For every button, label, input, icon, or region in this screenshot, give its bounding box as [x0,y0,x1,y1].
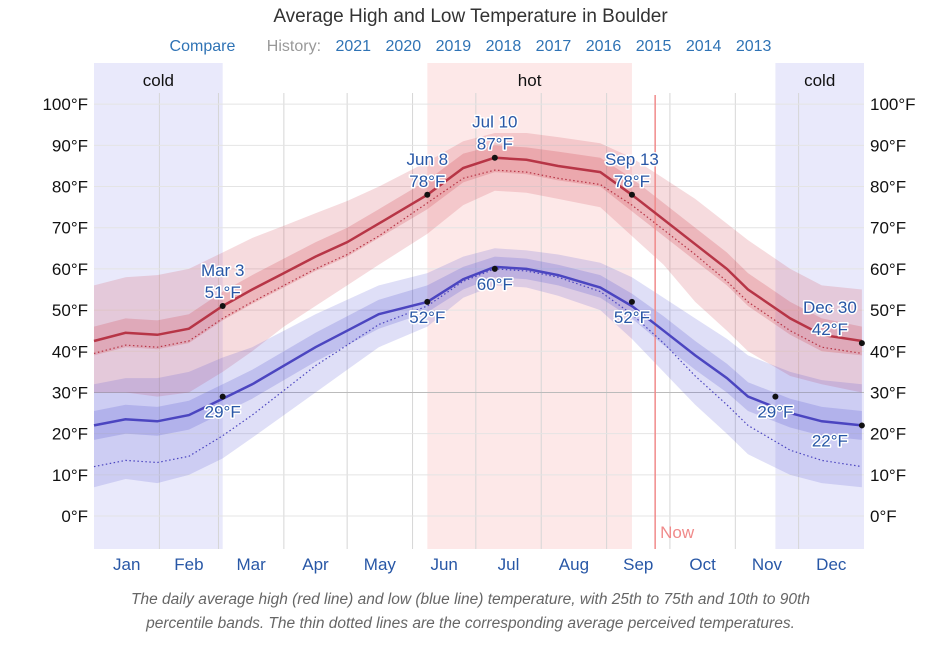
low-annotation-value: 60°F [477,275,513,294]
y-tick-label-left: 60°F [52,260,88,279]
high-annotation-point [491,154,498,161]
y-tick-label-left: 50°F [52,301,88,320]
low-annotation-point [772,393,779,400]
season-band-hot [427,63,632,549]
month-label: Dec [816,555,847,574]
month-label: Mar [237,555,267,574]
chart-title: Average High and Low Temperature in Boul… [273,6,668,27]
y-tick-label-right: 30°F [870,383,906,402]
y-tick-label-left: 40°F [52,342,88,361]
month-label: Sep [623,555,653,574]
season-label-cold: cold [143,71,174,90]
history-label: History: [266,38,322,55]
y-tick-label-right: 20°F [870,425,906,444]
y-tick-label-left: 100°F [42,95,88,114]
month-label: Nov [752,555,783,574]
year-link-2017[interactable]: 2017 [535,38,572,55]
chart-caption: The daily average high (red line) and lo… [0,588,941,636]
season-band-cold [94,63,223,549]
year-link-2019[interactable]: 2019 [435,38,472,55]
year-link-2018[interactable]: 2018 [485,38,522,55]
high-annotation-value: 51°F [205,283,241,302]
year-link-2021[interactable]: 2021 [335,38,372,55]
month-label: Aug [559,555,589,574]
high-annotation-point [858,340,865,347]
y-tick-label-right: 50°F [870,301,906,320]
y-tick-label-right: 80°F [870,178,906,197]
high-band-25-75 [94,145,862,356]
year-link-2013[interactable]: 2013 [735,38,772,55]
y-tick-label-right: 90°F [870,136,906,155]
high-feels-line [93,169,862,354]
month-label: Apr [302,555,329,574]
month-label: Jul [498,555,520,574]
low-annotation-value: 52°F [409,308,445,327]
high-annotation-value: 42°F [812,320,848,339]
y-tick-label-left: 90°F [52,136,88,155]
year-link-2014[interactable]: 2014 [685,38,722,55]
low-annotation-value: 29°F [205,403,241,422]
caption-line-2: percentile bands. The thin dotted lines … [146,615,795,632]
high-line [93,156,863,343]
year-link-2016[interactable]: 2016 [585,38,622,55]
low-band-10-90 [94,248,862,488]
y-tick-label-right: 40°F [870,342,906,361]
caption-line-1: The daily average high (red line) and lo… [131,591,810,608]
month-label: Jan [113,555,140,574]
month-label: May [364,555,397,574]
high-annotation-value: 78°F [409,172,445,191]
y-tick-label-left: 80°F [52,178,88,197]
low-annotation-point [858,422,865,429]
low-band-25-75 [94,256,862,440]
y-tick-label-right: 60°F [870,260,906,279]
y-tick-label-left: 30°F [52,383,88,402]
y-tick-label-left: 20°F [52,425,88,444]
low-annotation-point [219,393,226,400]
low-annotation-point [628,298,635,305]
month-label: Jun [430,555,457,574]
season-band-cold [775,63,864,549]
low-line [93,265,863,427]
y-tick-label-right: 70°F [870,219,906,238]
season-label-hot: hot [518,71,542,90]
season-label-cold: cold [804,71,835,90]
low-annotation-value: 22°F [812,431,848,450]
y-tick-label-left: 10°F [52,466,88,485]
low-annotation-point [491,265,498,272]
temperature-chart: cold hot cold 0°F 0°F 10°F 10°F 20°F 20°F 30°F 30°… [42,63,916,574]
high-annotation-point [424,191,431,198]
month-label: Feb [174,555,203,574]
low-annotation-value: 52°F [614,308,650,327]
history-nav: Compare History: 2021 2020 2019 2018 201… [0,38,941,56]
high-annotation-date: Dec 30 [803,298,857,317]
y-tick-label-right: 0°F [870,507,897,526]
low-annotation-point [424,298,431,305]
now-label: Now [660,523,695,542]
high-annotation-date: Mar 3 [201,261,244,280]
y-tick-label-left: 0°F [61,507,88,526]
low-feels-line [93,268,862,468]
high-annotation-value: 78°F [614,172,650,191]
year-link-2020[interactable]: 2020 [385,38,422,55]
high-annotation-point [628,191,635,198]
high-annotation-date: Sep 13 [605,150,659,169]
high-band-10-90 [94,133,862,397]
low-annotation-value: 29°F [757,403,793,422]
month-label: Oct [689,555,716,574]
high-annotation-date: Jul 10 [472,113,517,132]
y-tick-label-right: 100°F [870,95,916,114]
compare-link[interactable]: Compare [169,38,236,55]
high-annotation-value: 87°F [477,135,513,154]
year-link-2015[interactable]: 2015 [635,38,672,55]
high-annotation-point [219,303,226,309]
high-annotation-date: Jun 8 [407,150,449,169]
y-tick-label-right: 10°F [870,466,906,485]
y-tick-label-left: 70°F [52,219,88,238]
